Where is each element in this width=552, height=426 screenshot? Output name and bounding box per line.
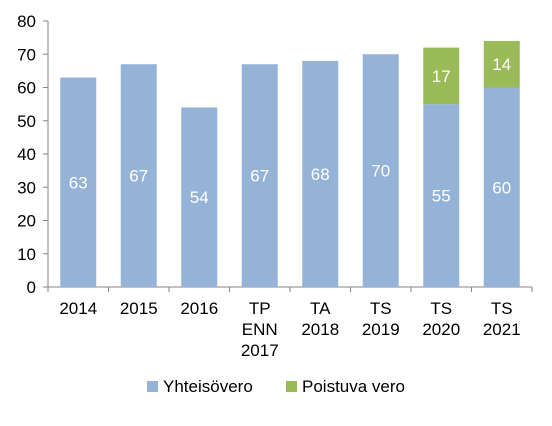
bar-yhteisovero xyxy=(181,107,218,287)
bar-yhteisovero xyxy=(241,64,278,287)
bar-poistuva-vero xyxy=(483,40,520,88)
data-label: 54 xyxy=(190,188,209,207)
x-tick-label: 2017 xyxy=(241,341,279,360)
bar-poistuva-vero xyxy=(423,47,460,105)
x-tick-label: TP xyxy=(249,299,271,318)
x-tick-label: TS xyxy=(430,299,452,318)
data-label: 67 xyxy=(250,167,269,186)
x-tick-label: 2015 xyxy=(120,299,158,318)
legend-label: Yhteisövero xyxy=(163,377,253,396)
x-tick-label: 2016 xyxy=(180,299,218,318)
legend-swatch xyxy=(147,381,158,392)
data-label: 17 xyxy=(432,67,451,86)
x-tick-label: 2021 xyxy=(483,320,521,339)
data-label: 70 xyxy=(371,162,390,181)
bar-yhteisovero xyxy=(362,54,399,287)
y-tick-label: 70 xyxy=(17,45,36,64)
y-tick-label: 80 xyxy=(17,12,36,31)
x-tick-label: 2020 xyxy=(422,320,460,339)
y-tick-label: 0 xyxy=(27,278,36,297)
x-tick-label: TS xyxy=(491,299,513,318)
data-label: 60 xyxy=(492,178,511,197)
y-tick-label: 10 xyxy=(17,245,36,264)
bar-yhteisovero xyxy=(483,87,520,287)
x-tick-label: TA xyxy=(310,299,331,318)
data-label: 14 xyxy=(492,55,511,74)
x-tick-label: 2014 xyxy=(59,299,97,318)
y-tick-label: 40 xyxy=(17,145,36,164)
legend-label: Poistuva vero xyxy=(302,377,405,396)
data-label: 68 xyxy=(311,165,330,184)
x-tick-label: ENN xyxy=(242,320,278,339)
y-tick-label: 50 xyxy=(17,112,36,131)
data-label: 55 xyxy=(432,187,451,206)
bar-yhteisovero xyxy=(302,60,339,288)
y-tick-label: 30 xyxy=(17,178,36,197)
y-tick-label: 20 xyxy=(17,212,36,231)
data-label: 63 xyxy=(69,173,88,192)
x-tick-label: 2018 xyxy=(301,320,339,339)
bar-yhteisovero xyxy=(120,64,157,287)
legend-swatch xyxy=(286,381,297,392)
x-tick-label: TS xyxy=(370,299,392,318)
y-tick-label: 60 xyxy=(17,79,36,98)
data-label: 67 xyxy=(129,167,148,186)
x-tick-label: 2019 xyxy=(362,320,400,339)
bar-yhteisovero xyxy=(60,77,97,288)
bar-yhteisovero xyxy=(423,104,460,287)
